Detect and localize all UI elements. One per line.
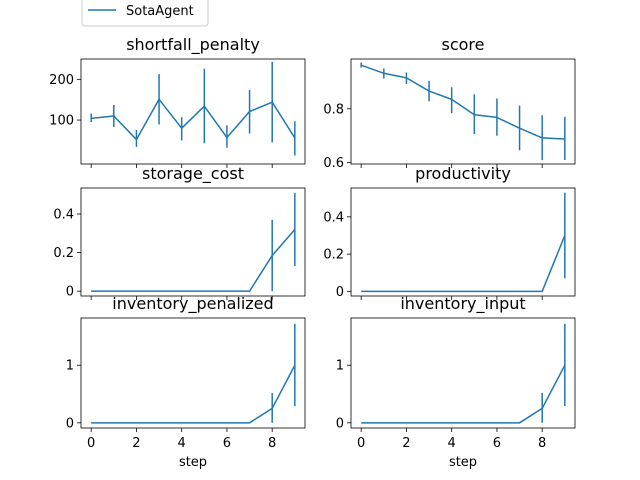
- subplot-title: score: [442, 35, 485, 54]
- axes-frame: [80, 187, 306, 297]
- x-tick-label: 2: [402, 436, 410, 451]
- subplot-storage_cost: 0 0.2 0.4 storage_cost: [53, 164, 306, 300]
- y-tick-label: 0.8: [323, 102, 344, 117]
- y-tick-label: 0.2: [323, 248, 344, 263]
- axes-frame: [80, 317, 306, 429]
- x-axis-label: step: [179, 455, 207, 470]
- y-tick-label: 0: [336, 416, 344, 431]
- subplot-productivity: 0 0.2 0.4 productivity: [323, 164, 576, 300]
- y-tick-label: 0.4: [323, 210, 344, 225]
- x-tick-label: 2: [132, 436, 140, 451]
- legend-frame: [81, 0, 209, 27]
- y-tick-label: 0: [66, 416, 74, 431]
- axes-frame: [350, 317, 576, 429]
- legend: SotaAgent: [81, 0, 209, 27]
- subplot-title: inventory_penalized: [112, 294, 273, 314]
- x-tick-label: 8: [268, 436, 276, 451]
- series-line: [91, 228, 296, 292]
- x-tick-label: 0: [357, 436, 365, 451]
- subplot-title: productivity: [415, 164, 511, 183]
- series-line: [361, 364, 566, 424]
- axes-frame: [350, 187, 576, 297]
- y-tick-label: 1: [66, 359, 74, 374]
- x-tick-label: 4: [448, 436, 456, 451]
- y-tick-label: 0: [66, 285, 74, 300]
- y-tick-label: 100: [49, 114, 74, 129]
- subplot-grid: 100200shortfall_penalty0.60.8score00.20.…: [49, 35, 576, 470]
- axes-frame: [80, 58, 306, 165]
- subplot-title: shortfall_penalty: [126, 35, 260, 55]
- x-tick-label: 6: [493, 436, 501, 451]
- y-tick-label: 0.6: [323, 156, 344, 171]
- x-tick-label: 4: [178, 436, 186, 451]
- legend-label: SotaAgent: [126, 4, 194, 19]
- subplot-shortfall_penalty: 100 200 shortfall_penalty: [49, 35, 306, 168]
- y-tick-label: 0.4: [53, 208, 74, 223]
- subplot-score: 0.6 0.8 score: [323, 35, 576, 171]
- y-tick-label: 0.2: [53, 246, 74, 261]
- x-tick-label: 8: [538, 436, 546, 451]
- subplot-title: storage_cost: [142, 164, 244, 184]
- series-line: [360, 64, 565, 140]
- subplot-title: inventory_input: [400, 294, 525, 314]
- x-tick-label: 0: [87, 436, 95, 451]
- y-tick-label: 200: [49, 73, 74, 88]
- series-line: [361, 235, 566, 293]
- y-tick-label: 0: [336, 285, 344, 300]
- x-axis-label: step: [449, 455, 477, 470]
- axes-frame: [350, 58, 576, 165]
- x-tick-label: 6: [223, 436, 231, 451]
- y-tick-label: 1: [336, 359, 344, 374]
- series-line: [91, 364, 296, 424]
- series-line: [91, 98, 296, 141]
